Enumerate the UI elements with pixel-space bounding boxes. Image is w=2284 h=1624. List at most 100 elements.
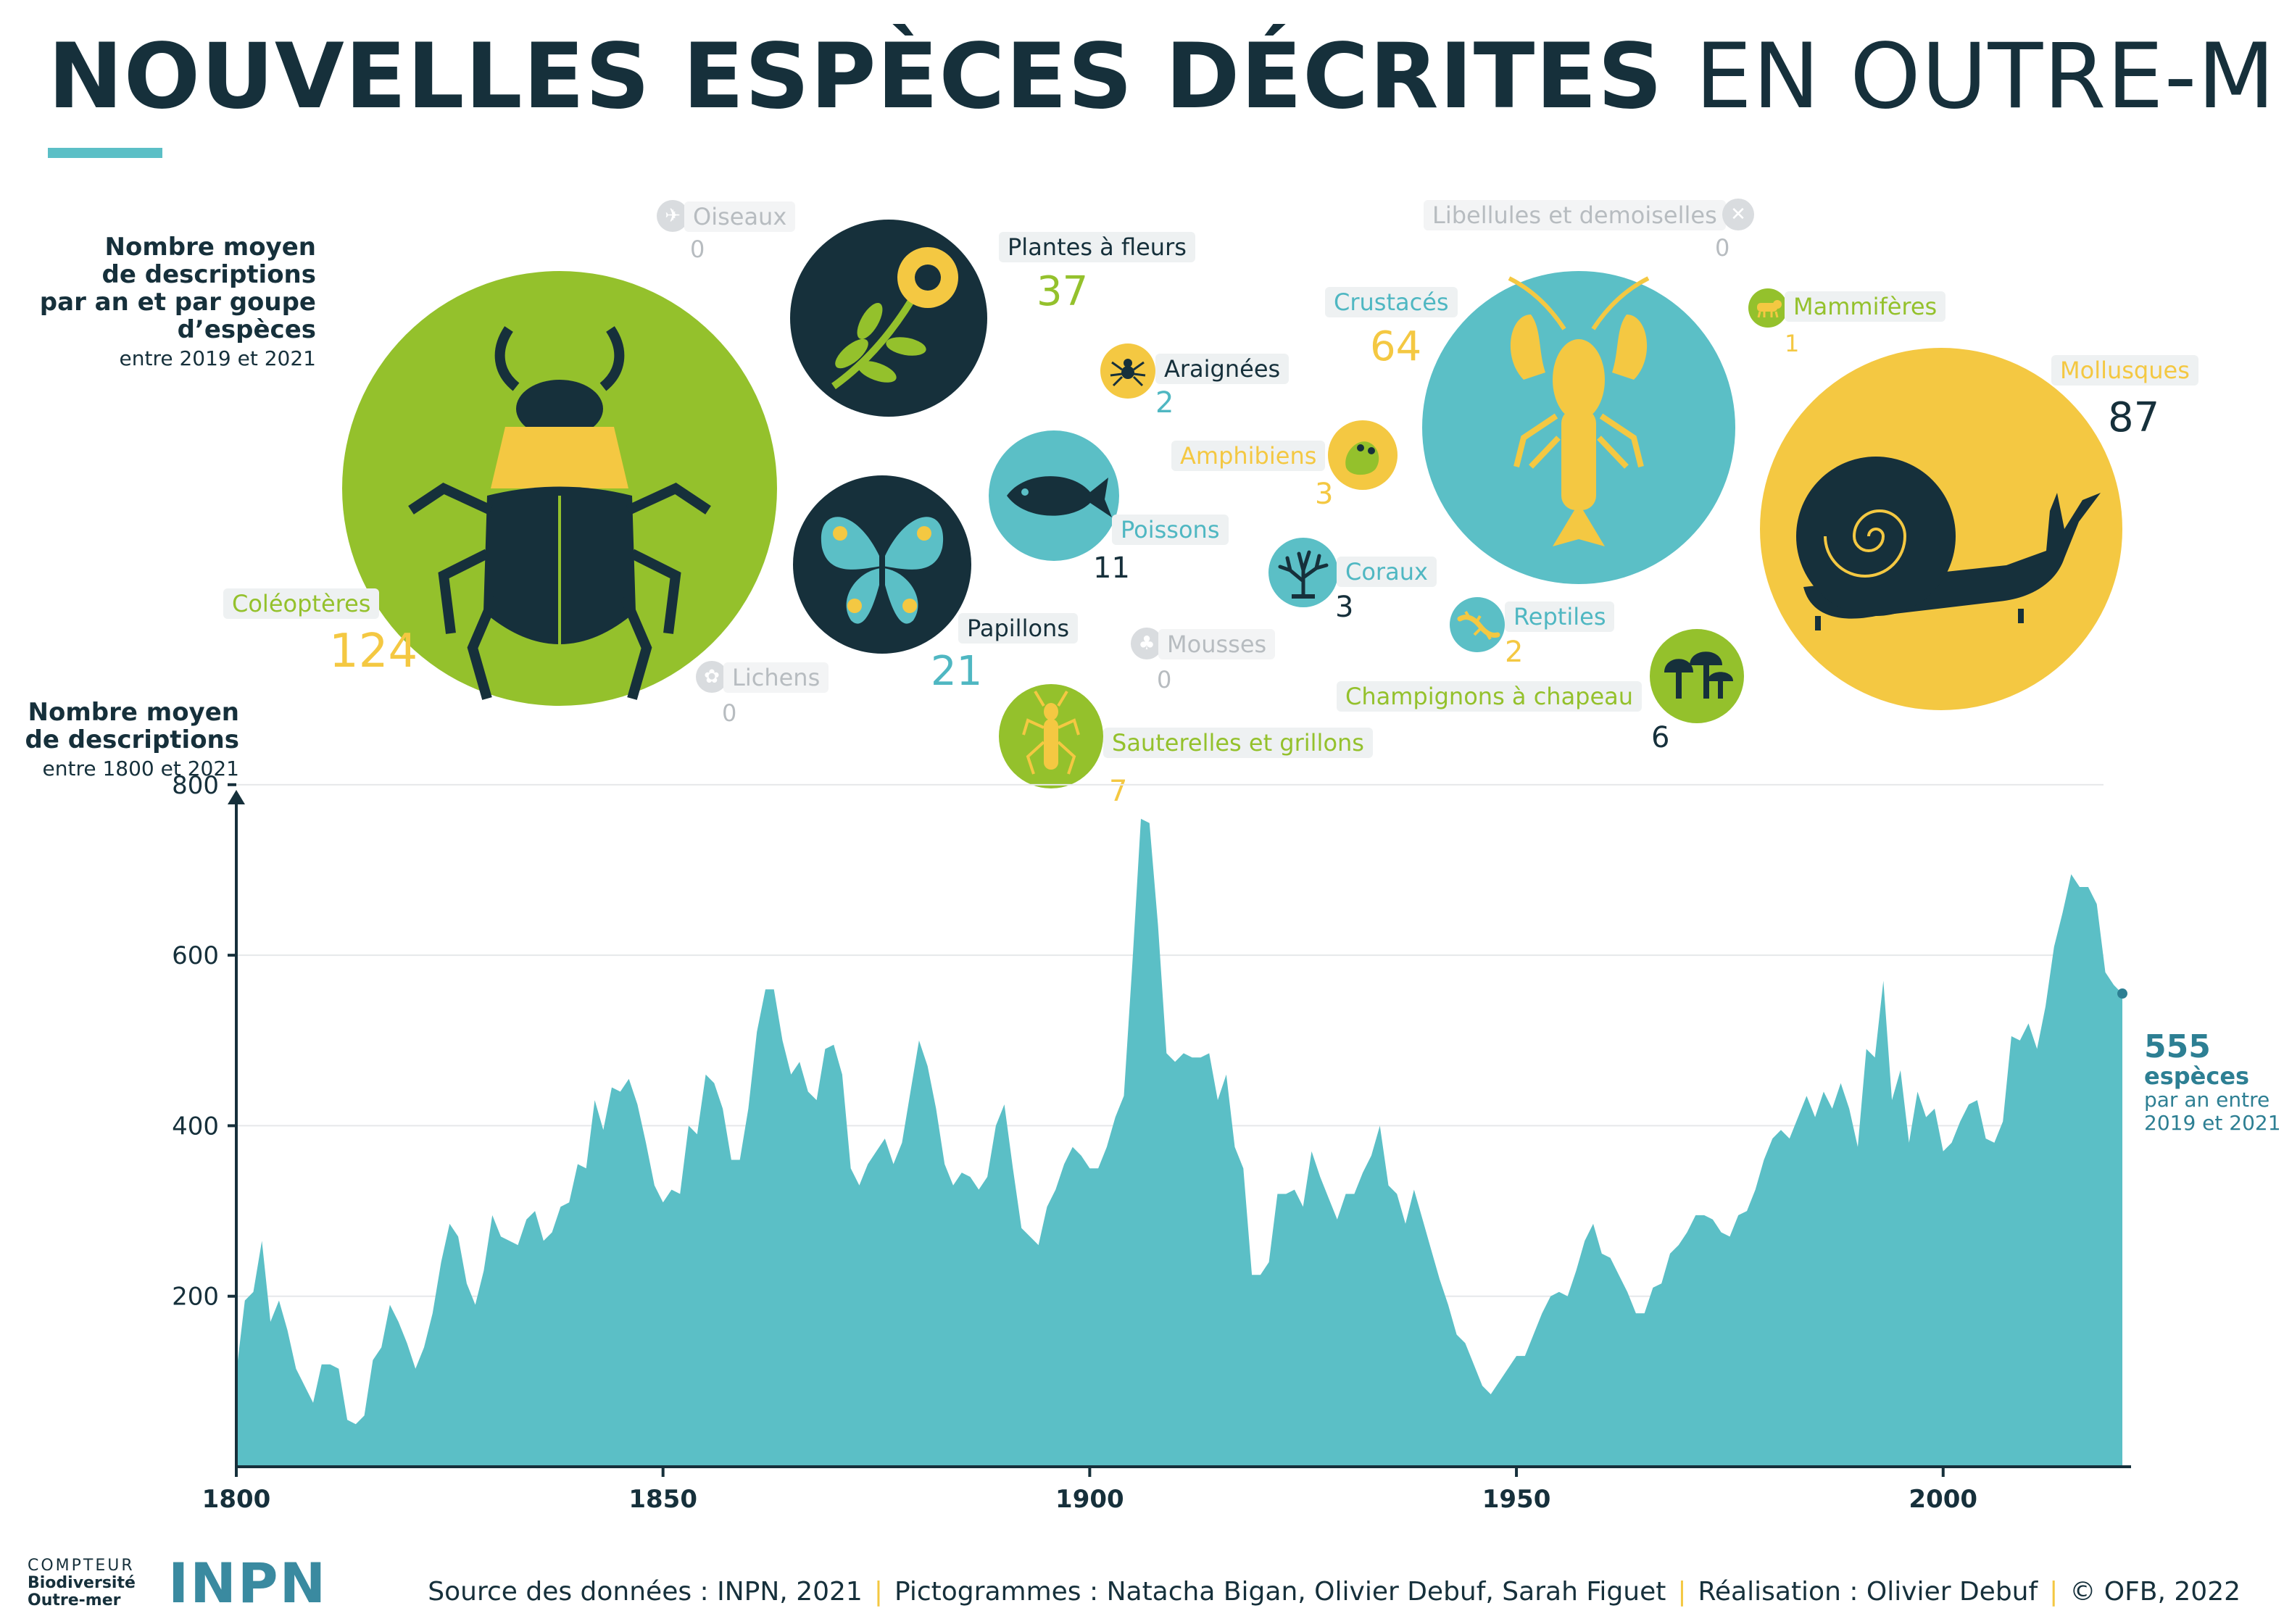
x-tick-label: 2000 [1909,1485,1977,1514]
value-mollusques: 87 [2108,394,2160,441]
bubble-papillons [793,475,971,654]
bubble-sauterelles [999,684,1103,788]
moss-icon: ♣ [1131,628,1163,659]
value-plantes: 37 [1037,268,1089,315]
value-mousses: 0 [1157,666,1172,694]
label-mousses: Mousses [1158,629,1276,659]
chart-axes [228,790,2131,1468]
x-tick-label: 1900 [1055,1485,1124,1514]
inpn-logo: INPN [168,1551,328,1615]
bubble-mollusques [1760,348,2122,710]
value-libellules: 0 [1715,234,1730,262]
callout: 555 espèces par an entre 2019 et 2021 [2144,1030,2281,1135]
callout-value: 555 [2144,1028,2211,1065]
page-title: NOUVELLES ESPÈCES DÉCRITES EN OUTRE-MER [48,28,2284,126]
dragonfly-icon: ✕ [1722,199,1754,230]
y-axis-arrow [228,790,245,804]
grasshopper-icon [1022,690,1080,775]
label-araignees: Araignées [1155,354,1290,384]
bubble-coleopteres [342,271,777,706]
series-end-point [2117,988,2127,999]
y-tick-labels: 200 400 600 800 [172,771,236,1312]
bubbles-note-line: par an et par goupe [39,288,316,317]
bubble-amphibiens [1328,420,1398,490]
y-tick-label: 400 [172,1112,219,1141]
value-crustaces: 64 [1370,323,1422,370]
butterfly-icon [821,517,944,624]
spider-icon [1110,359,1146,387]
label-champignons: Champignons à chapeau [1337,681,1643,712]
callout-sub: 2019 et 2021 [2144,1111,2281,1135]
footer: COMPTEUR Biodiversité Outre-mer INPN Sou… [0,1554,2284,1620]
label-mollusques: Mollusques [2051,355,2198,386]
label-coraux: Coraux [1337,557,1437,587]
bubbles-note: Nombre moyen de descriptions par an et p… [40,233,316,372]
label-amphibiens: Amphibiens [1171,441,1326,471]
label-coleopteres: Coléoptères [223,588,380,619]
snail-icon [1796,457,2101,630]
credits: Source des données : INPN, 2021 | Pictogra… [428,1577,2241,1607]
series-area [236,818,2122,1467]
bird-icon: ✈ [657,200,689,232]
label-libellules: Libellules et demoiselles [1424,200,1726,230]
label-lichens: Lichens [723,662,829,693]
bubbles-note-line: d’espèces [177,315,316,344]
bubbles-note-sub: entre 2019 et 2021 [119,346,317,370]
fish-icon [1007,476,1112,517]
label-oiseaux: Oiseaux [684,201,796,232]
frog-icon [1345,441,1379,475]
logo-line: Biodiversité [28,1574,136,1592]
lizard-icon [1457,610,1500,641]
chart-note-line: de descriptions [25,725,240,754]
label-mammiferes: Mammifères [1785,291,1946,322]
label-plantes: Plantes à fleurs [999,232,1195,262]
bubble-coraux [1268,538,1338,607]
callout-unit: espèces [2144,1062,2250,1090]
bubble-champignons [1650,629,1744,723]
chart-note-sub: entre 1800 et 2021 [42,757,240,780]
label-poissons: Poissons [1112,515,1229,545]
bubble-crustaces [1422,271,1735,584]
lichen-icon: ✿ [696,661,728,693]
value-amphibiens: 3 [1315,478,1334,511]
label-crustaces: Crustacés [1325,287,1458,317]
mammal-icon [1757,300,1782,318]
title-underline [48,148,162,158]
value-champignons: 6 [1651,721,1670,754]
credit-source: Source des données : INPN, 2021 [428,1577,863,1607]
value-araignees: 2 [1155,386,1174,420]
chart-note-line: Nombre moyen [28,698,239,727]
y-tick-label: 800 [172,771,219,800]
value-papillons: 21 [931,648,983,695]
label-sauterelles: Sauterelles et grillons [1103,728,1373,758]
value-reptiles: 2 [1505,636,1524,669]
value-coraux: 3 [1335,591,1354,624]
x-tick-label: 1800 [202,1485,271,1514]
bubble-plantes [790,220,987,417]
beetle-icon [408,326,711,700]
flower-icon [831,247,958,390]
bubble-araignees [1100,343,1155,399]
value-coleopteres: 124 [329,625,418,678]
logo-line: COMPTEUR [28,1557,135,1575]
credit-copyright: © OFB, 2022 [2069,1577,2241,1607]
x-tick-labels: 1800 1850 1900 1950 2000 [202,1467,1977,1514]
value-lichens: 0 [722,699,737,727]
x-tick-label: 1850 [628,1485,697,1514]
logo-line: Outre-mer [28,1591,121,1610]
y-tick-label: 200 [172,1283,219,1312]
bubble-mammiferes [1748,288,1787,328]
bubbles-note-line: de descriptions [101,260,317,289]
y-tick-label: 600 [172,941,219,970]
title-light: EN OUTRE-MER [1695,25,2284,129]
mushroom-icon [1664,651,1733,699]
x-tick-label: 1950 [1482,1485,1551,1514]
label-papillons: Papillons [958,613,1078,644]
value-oiseaux: 0 [690,236,705,263]
value-mammiferes: 1 [1785,330,1800,357]
value-sauterelles: 7 [1109,775,1128,808]
value-poissons: 11 [1093,551,1130,585]
credit-pictos: Pictogrammes : Natacha Bigan, Olivier De… [894,1577,1666,1607]
label-reptiles: Reptiles [1505,601,1615,632]
